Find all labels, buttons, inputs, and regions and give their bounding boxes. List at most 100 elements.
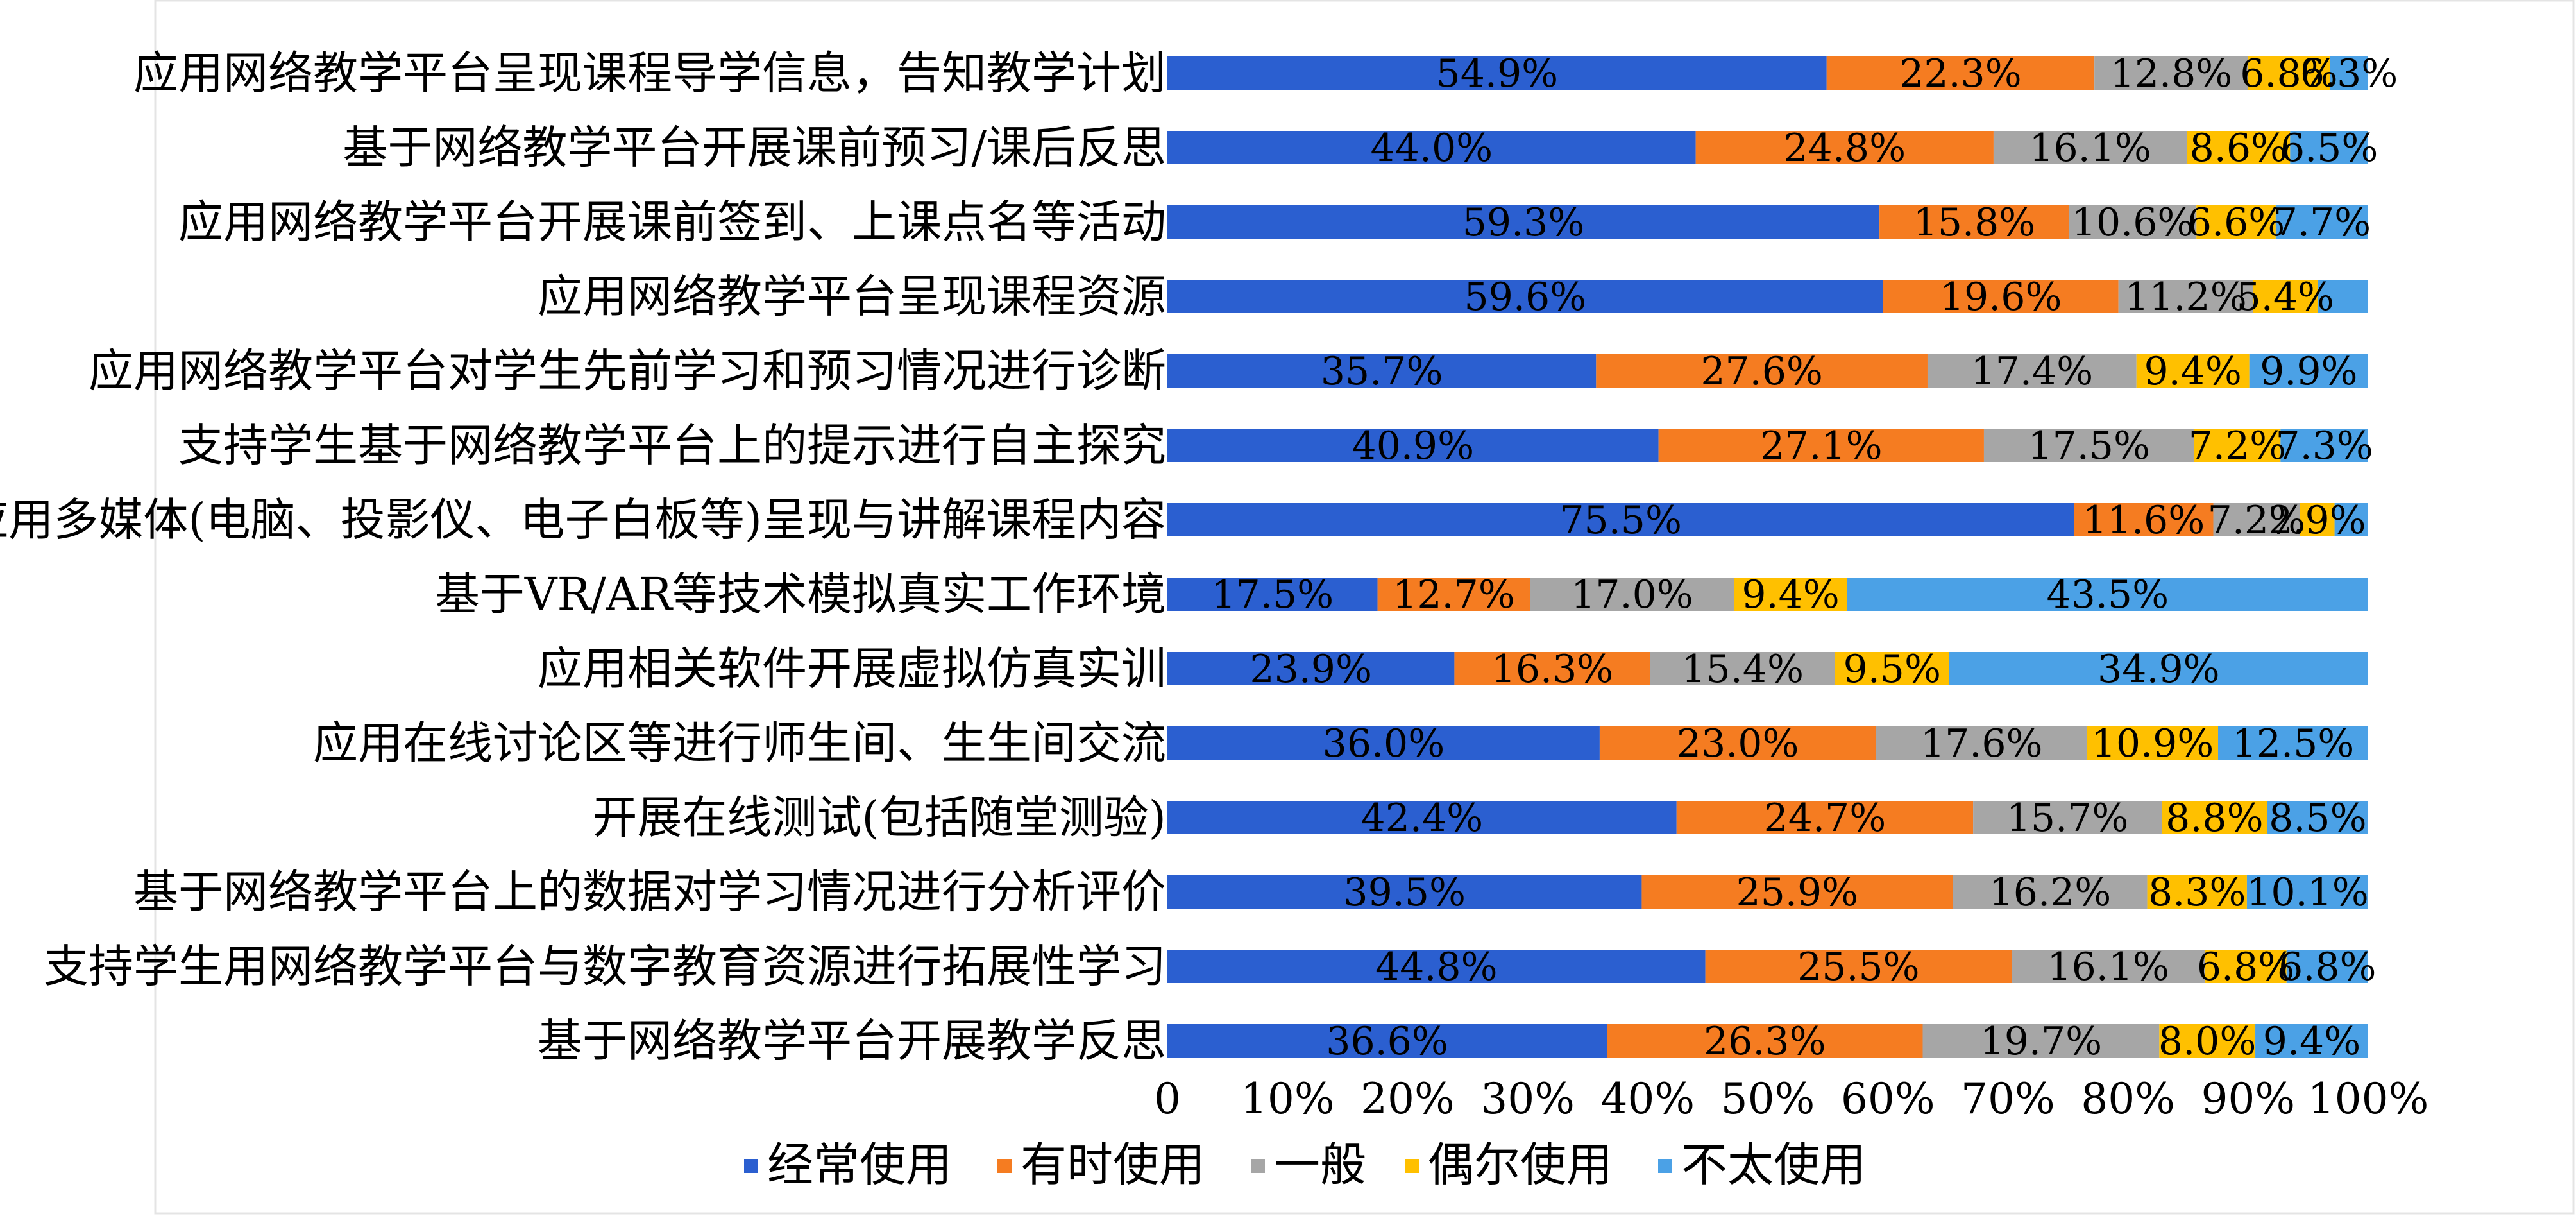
- bar-segment: [2255, 1024, 2368, 1058]
- bars: [1167, 56, 2368, 1058]
- data-label: 7.2%: [2189, 424, 2286, 468]
- bar-segment: [1927, 354, 2137, 388]
- legend-label: 有时使用: [1021, 1138, 1205, 1192]
- data-label: 35.7%: [1321, 349, 1443, 394]
- data-label: 9.4%: [2263, 1019, 2360, 1064]
- bar-segment: [1949, 652, 2368, 685]
- data-label: 10.9%: [2092, 721, 2214, 766]
- category-label: 基于VR/AR等技术模拟真实工作环境: [435, 568, 1166, 621]
- category-label: 应用网络教学平台呈现课程资源: [538, 270, 1166, 323]
- bar-segment: [2290, 131, 2368, 164]
- bar-segment: [1167, 1024, 1607, 1058]
- category-label: 应用网络教学平台开展课前签到、上课点名等活动: [178, 196, 1166, 248]
- data-label: 12.8%: [2110, 51, 2233, 96]
- data-label: 16.3%: [1491, 647, 1614, 692]
- bar-segment: [1734, 578, 1847, 611]
- data-label: 11.6%: [2083, 498, 2205, 543]
- bar-segment: [2280, 429, 2368, 462]
- bar-segment: [2330, 56, 2368, 90]
- bar-segment: [1922, 1024, 2160, 1058]
- data-label: 23.9%: [1250, 647, 1372, 692]
- legend-swatch: [1251, 1159, 1265, 1173]
- bar-segment: [2300, 503, 2335, 536]
- bar-segment: [1599, 726, 1876, 760]
- bar-segment: [2196, 205, 2276, 239]
- category-label: 应用网络教学平台呈现课程导学信息，告知教学计划: [133, 47, 1166, 99]
- data-label: 44.0%: [1371, 126, 1493, 171]
- bar-segment: [1847, 578, 2368, 611]
- bar-segment: [1167, 429, 1659, 462]
- data-label: 17.4%: [1971, 349, 2094, 394]
- bar-segment: [1530, 578, 1734, 611]
- data-label: 16.1%: [2047, 945, 2169, 989]
- data-label: 16.2%: [1989, 870, 2112, 915]
- data-label: 39.5%: [1343, 870, 1466, 915]
- data-label: 25.5%: [1797, 945, 1920, 989]
- data-label: 15.4%: [1681, 647, 1804, 692]
- category-labels: 应用网络教学平台呈现课程导学信息，告知教学计划基于网络教学平台开展课前预习/课后…: [0, 47, 1166, 1067]
- data-label: 8.8%: [2165, 796, 2263, 841]
- legend-swatch: [1405, 1159, 1419, 1173]
- bar-segment: [2136, 354, 2250, 388]
- bar-segment: [2249, 354, 2368, 388]
- category-label: 应用多媒体(电脑、投影仪、电子白板等)呈现与讲解课程内容: [0, 493, 1166, 546]
- bar-segment: [2267, 801, 2368, 834]
- bar-segment: [2213, 503, 2300, 536]
- data-label: 15.8%: [1913, 200, 2036, 245]
- data-label: 36.6%: [1326, 1019, 1448, 1064]
- bar-segment: [2253, 280, 2318, 313]
- data-label: 6.6%: [2187, 200, 2285, 245]
- bar-segment: [2286, 950, 2368, 983]
- bar-segment: [1641, 875, 1953, 909]
- data-label: 15.7%: [2006, 796, 2129, 841]
- data-label: 17.0%: [1571, 572, 1693, 617]
- legend-label: 经常使用: [767, 1138, 952, 1192]
- x-tick-label: 90%: [2201, 1074, 2295, 1124]
- bar-segment: [2318, 280, 2368, 313]
- x-axis: 0 10% 20% 30% 40% 50% 60% 70% 80% 90% 100%: [1154, 1074, 2428, 1124]
- data-label: 26.3%: [1704, 1019, 1826, 1064]
- chart-border: [154, 0, 2575, 1215]
- data-label: 6.8%: [2197, 945, 2294, 989]
- bar-segment: [2218, 726, 2368, 760]
- data-label: 5.4%: [2237, 275, 2334, 320]
- data-label: 16.1%: [2029, 126, 2151, 171]
- x-tick-label: 100%: [2308, 1074, 2429, 1124]
- legend-swatch: [744, 1159, 758, 1173]
- data-label: 44.8%: [1375, 945, 1498, 989]
- bar-segment: [1167, 354, 1597, 388]
- bar-segment: [1167, 578, 1378, 611]
- bar-segment: [2246, 875, 2368, 909]
- bar-segment: [1167, 875, 1642, 909]
- data-label: 25.9%: [1736, 870, 1859, 915]
- category-label: 应用相关软件开展虚拟仿真实训: [538, 642, 1166, 695]
- x-tick-label: 10%: [1241, 1074, 1335, 1124]
- bar-segment: [2147, 875, 2247, 909]
- data-label: 7.2%: [2208, 498, 2305, 543]
- legend-label: 一般: [1274, 1138, 1366, 1192]
- bar-segment: [1705, 950, 2012, 983]
- data-label: 9.9%: [2260, 349, 2357, 394]
- bar-segment: [1676, 801, 1974, 834]
- legend-swatch: [997, 1159, 1012, 1173]
- bar-segment: [1596, 354, 1928, 388]
- category-label: 应用网络教学平台对学生先前学习和预习情况进行诊断: [89, 345, 1166, 397]
- bar-segment: [2094, 56, 2248, 90]
- data-label: 7.3%: [2275, 424, 2373, 468]
- legend-label: 偶尔使用: [1428, 1138, 1613, 1192]
- x-tick-label: 40%: [1600, 1074, 1695, 1124]
- data-label: 12.7%: [1393, 572, 1515, 617]
- category-label: 开展在线测试(包括随堂测验): [592, 791, 1166, 844]
- data-label: 10.1%: [2246, 870, 2369, 915]
- bar-segment: [1167, 726, 1600, 760]
- data-label: 6.3%: [2300, 51, 2398, 96]
- bar-segment: [1876, 726, 2087, 760]
- data-label: 8.0%: [2158, 1019, 2256, 1064]
- data-label: 42.4%: [1361, 796, 1484, 841]
- bar-segment: [2205, 950, 2287, 983]
- bar-segment: [1377, 578, 1530, 611]
- bar-segment: [1973, 801, 2162, 834]
- data-label: 59.6%: [1464, 275, 1587, 320]
- data-label: 19.6%: [1940, 275, 2062, 320]
